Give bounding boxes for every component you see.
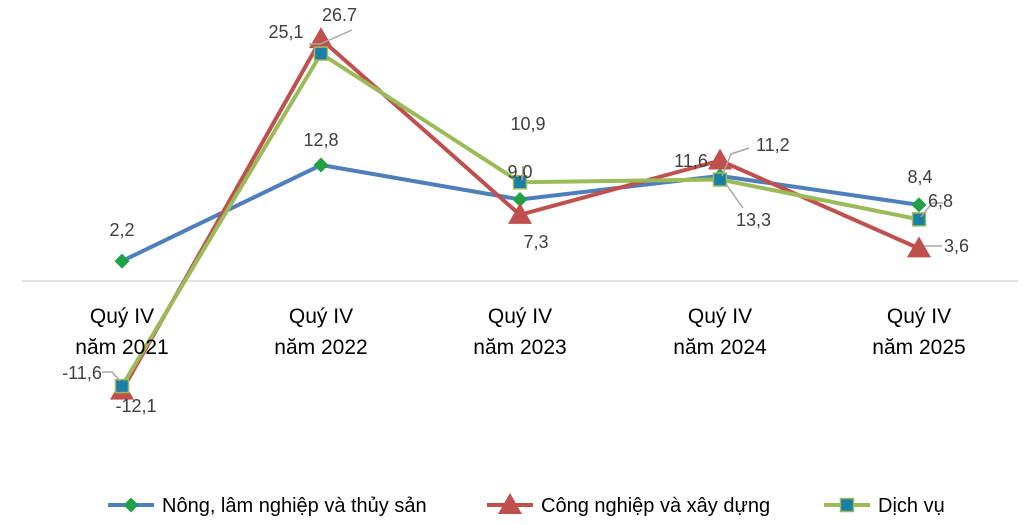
- point-dich-vu-marker: [114, 378, 130, 394]
- legend-label: Công nghiệp và xây dựng: [541, 495, 770, 517]
- point-dich-vu-marker: [512, 174, 528, 190]
- category-label: Quý IV năm 2025: [872, 305, 965, 359]
- legend-cong-nghiep-xay-dung-marker: [498, 493, 522, 514]
- legend-item-dich-vu: Dịch vụ: [824, 495, 945, 517]
- point-dich-vu-marker: [313, 46, 329, 61]
- data-label: 7,3: [523, 232, 548, 252]
- data-label: 11,6: [674, 151, 708, 171]
- data-label: 6,8: [928, 191, 953, 211]
- legend-item-cong-nghiep-xay-dung: Công nghiệp và xây dựng: [487, 493, 770, 517]
- data-label: 12,8: [303, 130, 338, 150]
- point-nong-lam-thuy-san-marker: [512, 191, 528, 207]
- leader-line-dichvu-2023: [521, 165, 524, 181]
- legend-label: Nông, lâm nghiệp và thủy sản: [162, 495, 427, 517]
- point-cong-nghiep-xay-dung-marker: [309, 27, 333, 49]
- legend-dich-vu-marker: [839, 497, 855, 513]
- category-label: Quý IV năm 2022: [274, 305, 367, 359]
- leader-line-congnghiep-2022: [309, 29, 353, 45]
- point-cong-nghiep-xay-dung-marker: [508, 202, 532, 224]
- legend-label: Dịch vụ: [878, 495, 945, 517]
- data-label: 3,6: [944, 236, 969, 256]
- data-label: 11,2: [756, 135, 790, 155]
- point-dich-vu-marker: [712, 172, 728, 187]
- data-label: 13,3: [736, 210, 771, 230]
- legend-nong-lam-thuy-san-marker: [123, 497, 139, 513]
- category-label: Quý IV năm 2023: [473, 305, 566, 359]
- point-nong-lam-thuy-san-marker: [911, 197, 927, 213]
- data-label: 2,2: [109, 220, 134, 240]
- data-label: 25,1: [268, 22, 303, 42]
- data-label: -12,1: [115, 396, 156, 416]
- data-label: 26.7: [322, 5, 357, 25]
- data-label: 10,9: [510, 114, 545, 134]
- category-label: Quý IV năm 2021: [75, 305, 168, 359]
- data-label: 8,4: [907, 167, 932, 187]
- point-cong-nghiep-xay-dung-marker: [907, 236, 931, 258]
- leader-line-dichvu-2024: [721, 147, 750, 177]
- leader-line-congnghiep-2024: [725, 183, 744, 209]
- point-nong-lam-thuy-san-marker: [313, 157, 329, 173]
- leader-line-dichvu-2021: [102, 371, 121, 382]
- data-label: -11,6: [62, 363, 102, 383]
- legend-item-nong-lam-thuy-san: Nông, lâm nghiệp và thủy sản: [108, 495, 427, 517]
- leader-line-dichvu-2025: [920, 202, 943, 218]
- data-label: 9,0: [507, 162, 532, 182]
- point-nong-lam-thuy-san-marker: [114, 253, 130, 269]
- category-label: Quý IV năm 2024: [673, 305, 767, 359]
